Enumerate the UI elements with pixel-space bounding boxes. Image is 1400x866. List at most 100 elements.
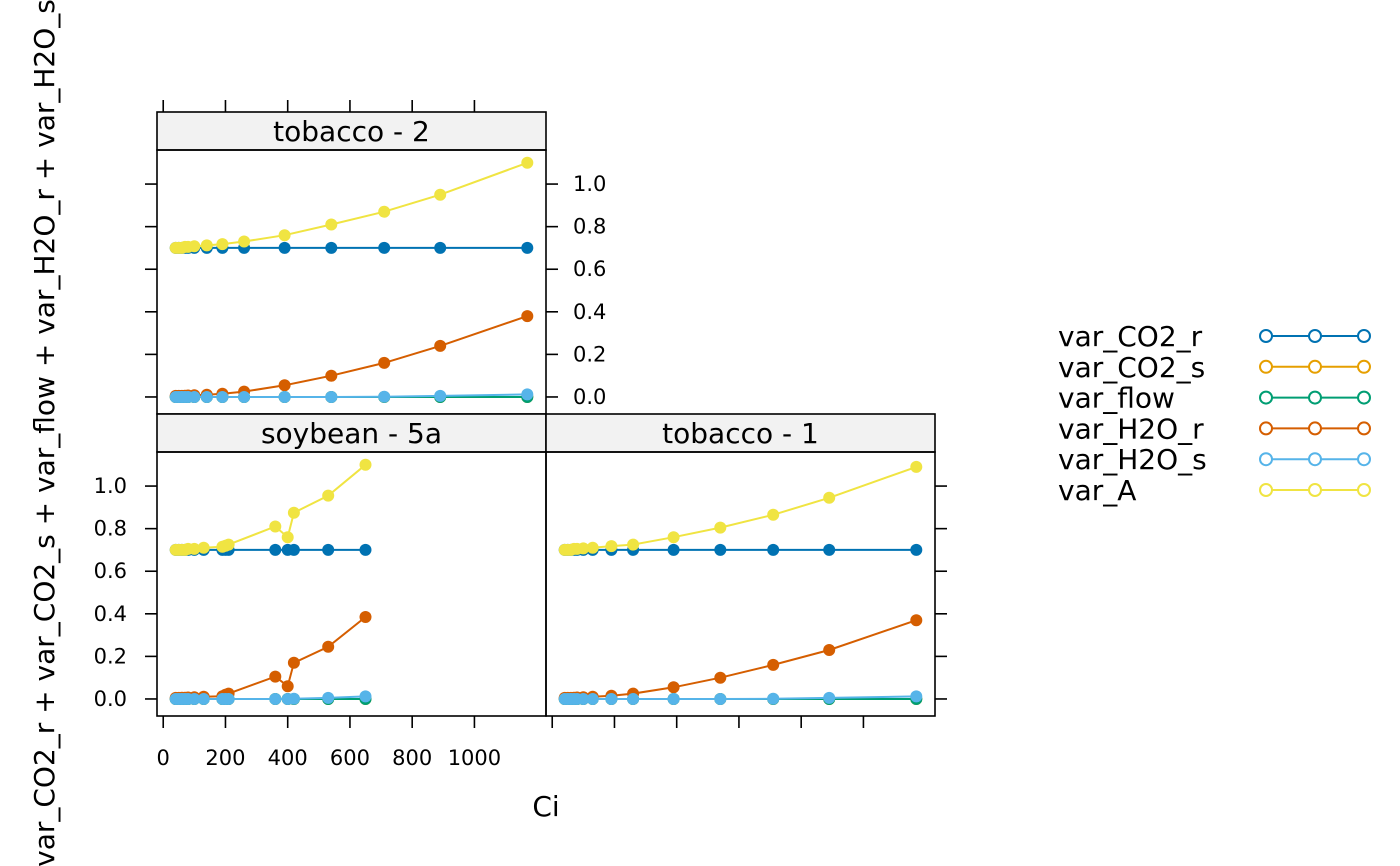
data-point — [238, 235, 251, 248]
data-point — [287, 656, 300, 669]
data-point — [200, 239, 213, 252]
legend-marker — [1357, 421, 1371, 436]
legend-item: var_H2O_s — [1058, 443, 1371, 476]
data-point — [287, 506, 300, 519]
data-point — [278, 241, 291, 254]
data-point — [188, 240, 201, 253]
data-point — [287, 692, 300, 705]
data-point — [216, 391, 229, 403]
y-tick-label: 1.0 — [573, 172, 606, 196]
data-point — [714, 693, 727, 705]
panel-strip — [156, 111, 547, 151]
data-point — [667, 693, 680, 705]
legend-marker — [1308, 329, 1322, 343]
data-point — [197, 541, 210, 554]
x-tick-label: 1000 — [448, 746, 501, 770]
data-point — [325, 218, 338, 231]
panel-frame — [156, 149, 547, 415]
data-point — [667, 531, 680, 544]
data-point — [605, 693, 618, 705]
data-point — [521, 310, 534, 323]
data-point — [359, 543, 372, 556]
chart-panels: tobacco - 2 soybean - 5a tobacco - 1 0.0 0.2… — [94, 100, 947, 770]
data-point — [359, 690, 372, 703]
data-point — [823, 491, 836, 504]
data-point — [823, 691, 836, 704]
data-point — [577, 693, 590, 705]
series-line — [175, 161, 528, 249]
data-point — [521, 241, 534, 254]
panel-strip — [156, 413, 547, 453]
y-tick-label: 0.4 — [94, 602, 127, 626]
data-point — [278, 379, 291, 392]
data-point — [627, 693, 640, 705]
y-tick-label: 0.0 — [573, 385, 606, 409]
legend-label: var_flow — [1058, 382, 1175, 415]
legend: var_CO2_rvar_CO2_svar_flowvar_H2O_rvar_H… — [1058, 320, 1371, 507]
series-line — [175, 464, 367, 551]
legend-item: var_CO2_r — [1058, 320, 1371, 353]
y-tick-label: 0.8 — [573, 215, 606, 239]
data-point — [627, 538, 640, 551]
data-point — [434, 389, 447, 402]
data-point — [188, 693, 201, 705]
legend-item: var_H2O_r — [1058, 412, 1371, 445]
y-tick-label: 0.4 — [573, 300, 606, 324]
data-point — [287, 543, 300, 556]
y-tick-label: 0.2 — [94, 644, 127, 668]
data-point — [238, 391, 251, 403]
data-point — [910, 460, 923, 473]
legend-label: var_CO2_r — [1058, 320, 1203, 353]
data-point — [767, 692, 780, 705]
legend-marker — [1259, 421, 1273, 436]
data-point — [322, 489, 335, 502]
data-point — [910, 690, 923, 703]
panel: tobacco - 2 — [156, 111, 547, 415]
data-point — [322, 640, 335, 653]
data-point — [910, 614, 923, 627]
data-point — [269, 693, 282, 705]
data-point — [278, 229, 291, 242]
legend-marker — [1259, 329, 1273, 343]
data-point — [359, 458, 372, 471]
data-point — [278, 391, 291, 403]
data-point — [216, 238, 229, 251]
axes: 0.0 0.2 0.4 0.6 0.8 1.0 0.0 0.2 0.4 0.6 0.8 1.0 0 200… — [94, 100, 947, 770]
legend-marker — [1259, 359, 1273, 374]
legend-marker — [1259, 452, 1273, 467]
data-point — [378, 356, 391, 369]
data-point — [269, 670, 282, 683]
data-point — [378, 205, 391, 218]
data-point — [910, 543, 923, 556]
data-point — [521, 388, 534, 401]
data-point — [667, 681, 680, 694]
legend-marker — [1308, 421, 1322, 436]
data-point — [714, 671, 727, 684]
series-line — [175, 315, 528, 397]
data-point — [222, 693, 235, 705]
data-point — [823, 644, 836, 656]
x-axis-title: Ci — [532, 790, 559, 823]
legend-label: var_H2O_r — [1058, 412, 1204, 445]
legend-item: var_flow — [1058, 382, 1371, 415]
y-tick-label: 0.8 — [94, 517, 127, 541]
data-point — [605, 540, 618, 553]
data-point — [767, 543, 780, 556]
panel-frame — [545, 451, 936, 717]
legend-label: var_A — [1058, 474, 1136, 507]
data-point — [325, 241, 338, 254]
panel-strip-label: tobacco - 2 — [273, 115, 430, 148]
data-point — [434, 339, 447, 352]
data-point — [434, 241, 447, 254]
data-point — [767, 508, 780, 521]
panel: soybean - 5a — [156, 413, 547, 717]
data-point — [269, 543, 282, 556]
y-tick-label: 1.0 — [94, 474, 127, 498]
legend-marker — [1357, 483, 1371, 497]
legend-item: var_CO2_s — [1058, 351, 1371, 384]
data-point — [322, 691, 335, 704]
legend-marker — [1259, 390, 1273, 405]
series-line — [564, 465, 917, 551]
x-tick-label: 400 — [268, 746, 308, 770]
